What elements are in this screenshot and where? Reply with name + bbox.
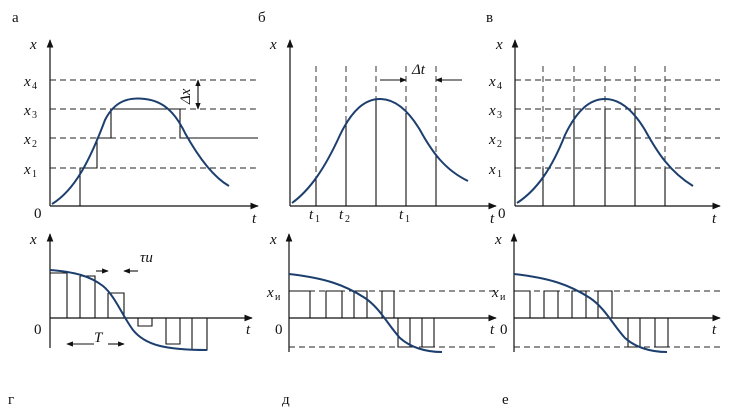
- svg-text:t: t: [339, 207, 344, 223]
- svg-text:x: x: [23, 162, 31, 178]
- panel-letter-d: г: [8, 392, 14, 408]
- pulse-2: [80, 275, 96, 318]
- svg-text:x: x: [488, 103, 496, 119]
- svg-text:t: t: [309, 207, 314, 223]
- pulse-1: [50, 272, 68, 318]
- svg-text:и: и: [275, 292, 281, 303]
- svg-text:2: 2: [497, 139, 502, 150]
- signal-curve: [49, 269, 208, 351]
- pulse-4: [381, 290, 395, 318]
- svg-text:x: x: [266, 285, 274, 301]
- x-axis-label: t: [712, 322, 717, 338]
- signal-curve: [513, 273, 668, 353]
- svg-text:2: 2: [345, 214, 350, 225]
- y-axis-label: x: [494, 232, 502, 248]
- y-axis-label: x: [269, 37, 277, 53]
- svg-text:4: 4: [497, 81, 502, 92]
- pulse-5: [165, 318, 181, 345]
- x-axis-label: t: [252, 211, 257, 227]
- y-axis-label: x: [269, 232, 277, 248]
- pulse-3: [353, 290, 368, 318]
- panel-letter-b: б: [258, 10, 266, 26]
- pulse-5: [397, 318, 411, 348]
- pulse-2: [543, 290, 559, 318]
- panel-d: г x t 0 τи T: [8, 232, 253, 408]
- origin-label: 0: [34, 322, 42, 338]
- svg-text:x: x: [488, 162, 496, 178]
- svg-text:x: x: [488, 74, 496, 90]
- svg-text:x: x: [23, 132, 31, 148]
- origin-label: 0: [34, 206, 42, 222]
- pulse-5: [627, 318, 641, 348]
- x-axis-label: t: [490, 211, 495, 227]
- svg-text:и: и: [500, 292, 506, 303]
- svg-text:3: 3: [32, 110, 37, 121]
- svg-text:2: 2: [32, 139, 37, 150]
- pulse-1: [289, 290, 311, 318]
- signal-curve: [516, 97, 694, 204]
- signal-curve: [291, 97, 469, 204]
- svg-text:1: 1: [405, 214, 410, 225]
- pulse-6: [191, 318, 208, 351]
- period-label: T: [94, 330, 104, 346]
- svg-text:t: t: [399, 207, 404, 223]
- svg-text:3: 3: [497, 110, 502, 121]
- svg-text:x: x: [23, 103, 31, 119]
- x-axis-label: t: [490, 322, 495, 338]
- delta-x-label: Δx: [178, 88, 194, 105]
- pulse-2: [325, 290, 343, 318]
- panel-letter-f: е: [502, 392, 509, 408]
- delta-t-label: Δt: [411, 62, 426, 78]
- origin-label: 0: [275, 322, 283, 338]
- quantized-staircase: [79, 108, 258, 206]
- svg-text:x: x: [488, 132, 496, 148]
- svg-text:1: 1: [32, 169, 37, 180]
- pulse-6: [421, 318, 435, 348]
- x-axis-label: t: [712, 211, 717, 227]
- svg-text:x: x: [491, 285, 499, 301]
- signal-curve: [51, 97, 230, 205]
- svg-text:1: 1: [497, 169, 502, 180]
- origin-label: 0: [500, 322, 508, 338]
- panel-letter-a: а: [12, 10, 19, 26]
- pulse-6: [654, 318, 669, 348]
- tau-label: τи: [140, 250, 153, 266]
- origin-label: 0: [498, 206, 506, 222]
- pulse-4: [137, 318, 153, 327]
- svg-text:1: 1: [315, 214, 320, 225]
- pulse-3: [108, 292, 125, 318]
- y-axis-label: x: [29, 232, 37, 248]
- svg-text:4: 4: [32, 81, 37, 92]
- panel-letter-c: в: [486, 10, 493, 26]
- x-axis-label: t: [246, 322, 251, 338]
- signal-curve: [288, 273, 443, 353]
- y-axis-label: x: [495, 37, 503, 53]
- y-axis-label: x: [29, 37, 37, 53]
- panel-letter-e: д: [282, 392, 290, 408]
- pulse-1: [514, 290, 531, 318]
- svg-text:x: x: [23, 74, 31, 90]
